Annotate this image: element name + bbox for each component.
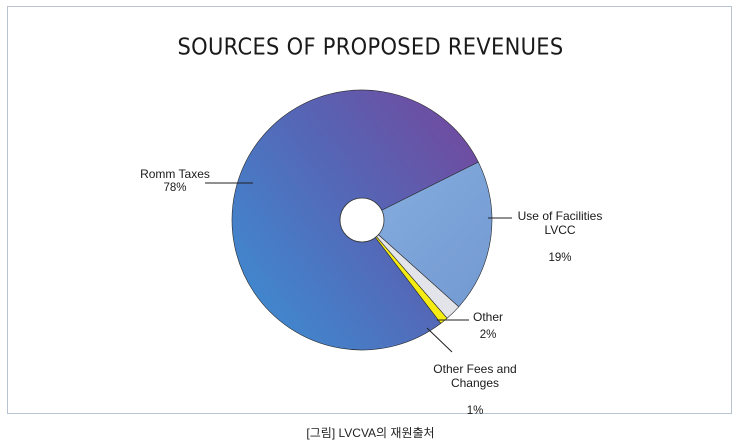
- slice-label-other: Other 2%: [448, 310, 528, 342]
- slice-value-label: 19%: [548, 252, 572, 264]
- slice-value-label: 2%: [479, 329, 497, 341]
- slice-label-romm-taxes: Romm Taxes 78%: [120, 167, 230, 195]
- slice-label-text: Other: [472, 310, 503, 324]
- slice-value-label: 78%: [163, 182, 187, 194]
- leader-other-fees: [426, 327, 453, 353]
- slice-use-of-facilities: [361, 161, 493, 308]
- slice-value-label: 1%: [466, 405, 484, 417]
- donut-hole: [339, 197, 385, 243]
- slice-label-text: Romm Taxes: [140, 167, 210, 181]
- slice-label-text: Other Fees and Changes: [433, 362, 517, 390]
- chart-title: SOURCES OF PROPOSED REVENUES: [177, 34, 564, 60]
- slice-label-other-fees: Other Fees and Changes 1%: [410, 348, 540, 432]
- figure-caption: [그림] LVCVA의 재원출처: [306, 426, 435, 440]
- slice-label-text: Use of Facilities LVCC: [517, 209, 603, 237]
- slice-label-use-of-facilities: Use of Facilities LVCC 19%: [495, 195, 625, 279]
